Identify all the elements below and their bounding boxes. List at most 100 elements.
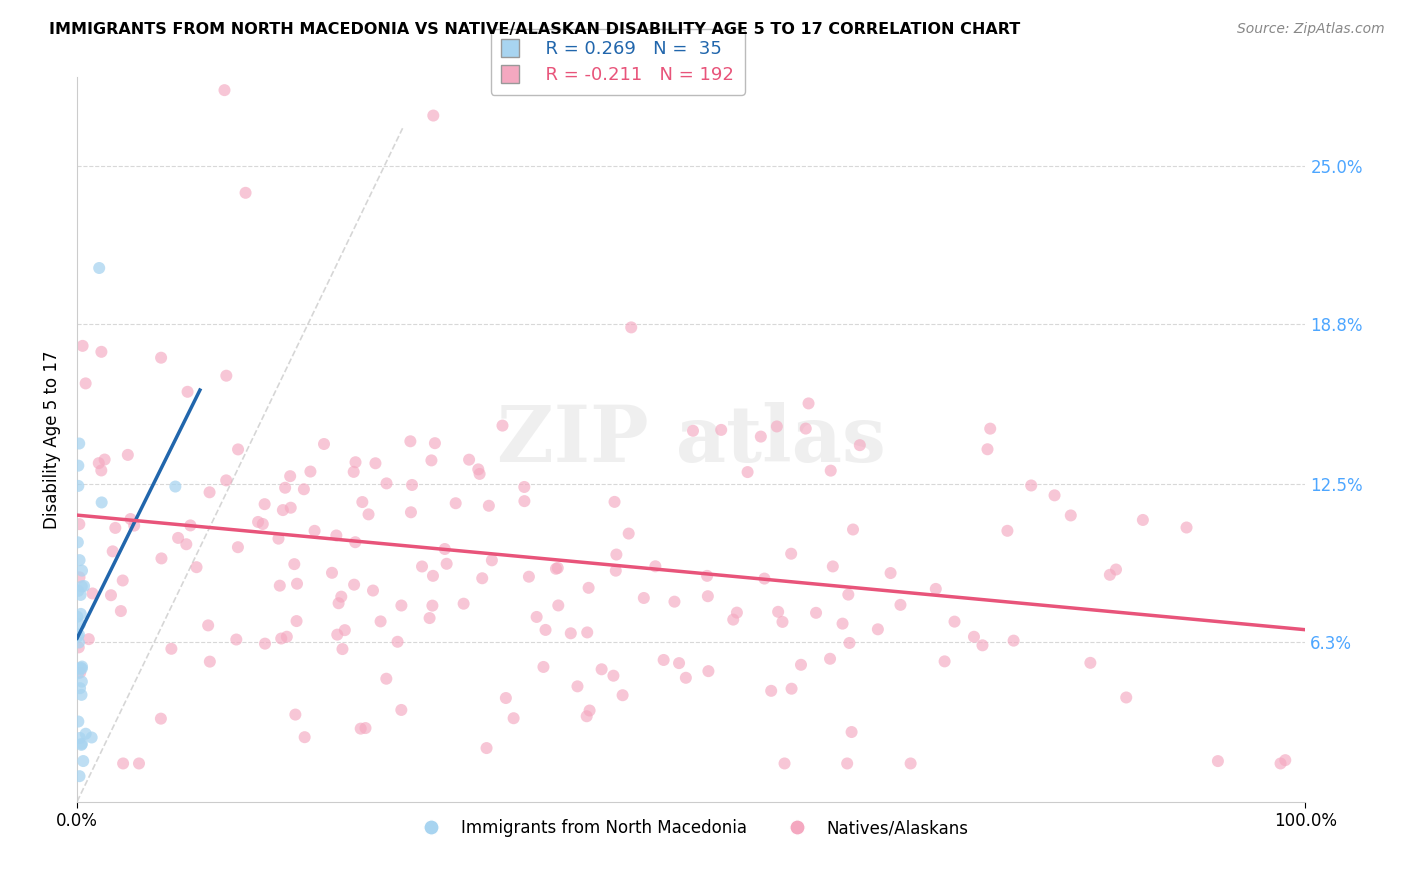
Point: [283, 557, 305, 571]
Point: [69, 570, 91, 584]
Point: [399, 434, 422, 449]
Point: [343, 577, 366, 591]
Point: [617, 526, 640, 541]
Point: [389, 599, 412, 613]
Point: [963, 630, 986, 644]
Point: [644, 559, 666, 574]
Point: [215, 368, 238, 383]
Point: [150, 351, 173, 365]
Point: [837, 756, 859, 771]
Point: [278, 469, 301, 483]
Point: [1019, 478, 1042, 492]
Point: [361, 583, 384, 598]
Point: [67, 666, 90, 681]
Point: [481, 553, 503, 567]
Point: [370, 615, 392, 629]
Point: [69, 553, 91, 567]
Point: [252, 516, 274, 531]
Text: IMMIGRANTS FROM NORTH MACEDONIA VS NATIVE/ALASKAN DISABILITY AGE 5 TO 17 CORRELA: IMMIGRANTS FROM NORTH MACEDONIA VS NATIV…: [49, 22, 1021, 37]
Point: [70, 659, 93, 673]
Point: [749, 429, 772, 443]
Point: [80, 731, 103, 745]
Point: [276, 630, 298, 644]
Point: [67, 436, 90, 450]
Point: [780, 681, 803, 696]
Point: [67, 627, 90, 641]
Point: [820, 464, 842, 478]
Point: [773, 756, 796, 771]
Legend: Immigrants from North Macedonia, Natives/Alaskans: Immigrants from North Macedonia, Natives…: [408, 813, 976, 844]
Point: [350, 722, 373, 736]
Point: [299, 465, 322, 479]
Point: [737, 465, 759, 479]
Point: [69, 769, 91, 783]
Point: [235, 186, 257, 200]
Point: [696, 569, 718, 583]
Point: [934, 654, 956, 668]
Point: [1175, 520, 1198, 534]
Point: [150, 551, 173, 566]
Point: [675, 671, 697, 685]
Point: [979, 422, 1001, 436]
Point: [389, 703, 412, 717]
Point: [1060, 508, 1083, 523]
Point: [69, 617, 91, 632]
Point: [69, 731, 91, 745]
Point: [70, 564, 93, 578]
Point: [66, 629, 89, 643]
Point: [67, 517, 90, 532]
Point: [710, 423, 733, 437]
Point: [723, 613, 745, 627]
Point: [478, 499, 501, 513]
Point: [591, 662, 613, 676]
Point: [225, 632, 247, 647]
Point: [122, 518, 145, 533]
Point: [794, 421, 817, 435]
Point: [495, 691, 517, 706]
Point: [357, 508, 380, 522]
Point: [70, 738, 93, 752]
Point: [491, 418, 513, 433]
Point: [682, 424, 704, 438]
Point: [821, 559, 844, 574]
Point: [343, 465, 366, 479]
Point: [69, 681, 91, 695]
Point: [304, 524, 326, 538]
Point: [849, 438, 872, 452]
Point: [546, 58, 568, 72]
Point: [925, 582, 948, 596]
Point: [422, 599, 444, 613]
Point: [70, 674, 93, 689]
Point: [112, 756, 135, 771]
Point: [77, 632, 100, 647]
Point: [544, 562, 567, 576]
Point: [198, 655, 221, 669]
Point: [186, 560, 208, 574]
Point: [633, 591, 655, 605]
Point: [89, 260, 111, 275]
Point: [513, 494, 536, 508]
Point: [375, 672, 398, 686]
Point: [422, 109, 444, 123]
Point: [69, 665, 91, 680]
Point: [818, 652, 841, 666]
Point: [837, 588, 859, 602]
Point: [652, 653, 675, 667]
Point: [66, 535, 89, 549]
Point: [972, 638, 994, 652]
Point: [344, 535, 367, 549]
Point: [160, 641, 183, 656]
Point: [576, 625, 599, 640]
Point: [321, 566, 343, 580]
Point: [67, 635, 90, 649]
Point: [67, 714, 90, 729]
Point: [889, 598, 911, 612]
Point: [697, 664, 720, 678]
Point: [176, 537, 198, 551]
Point: [67, 458, 90, 473]
Point: [167, 531, 190, 545]
Text: ZIP atlas: ZIP atlas: [496, 401, 886, 477]
Point: [104, 521, 127, 535]
Point: [328, 596, 350, 610]
Point: [468, 467, 491, 481]
